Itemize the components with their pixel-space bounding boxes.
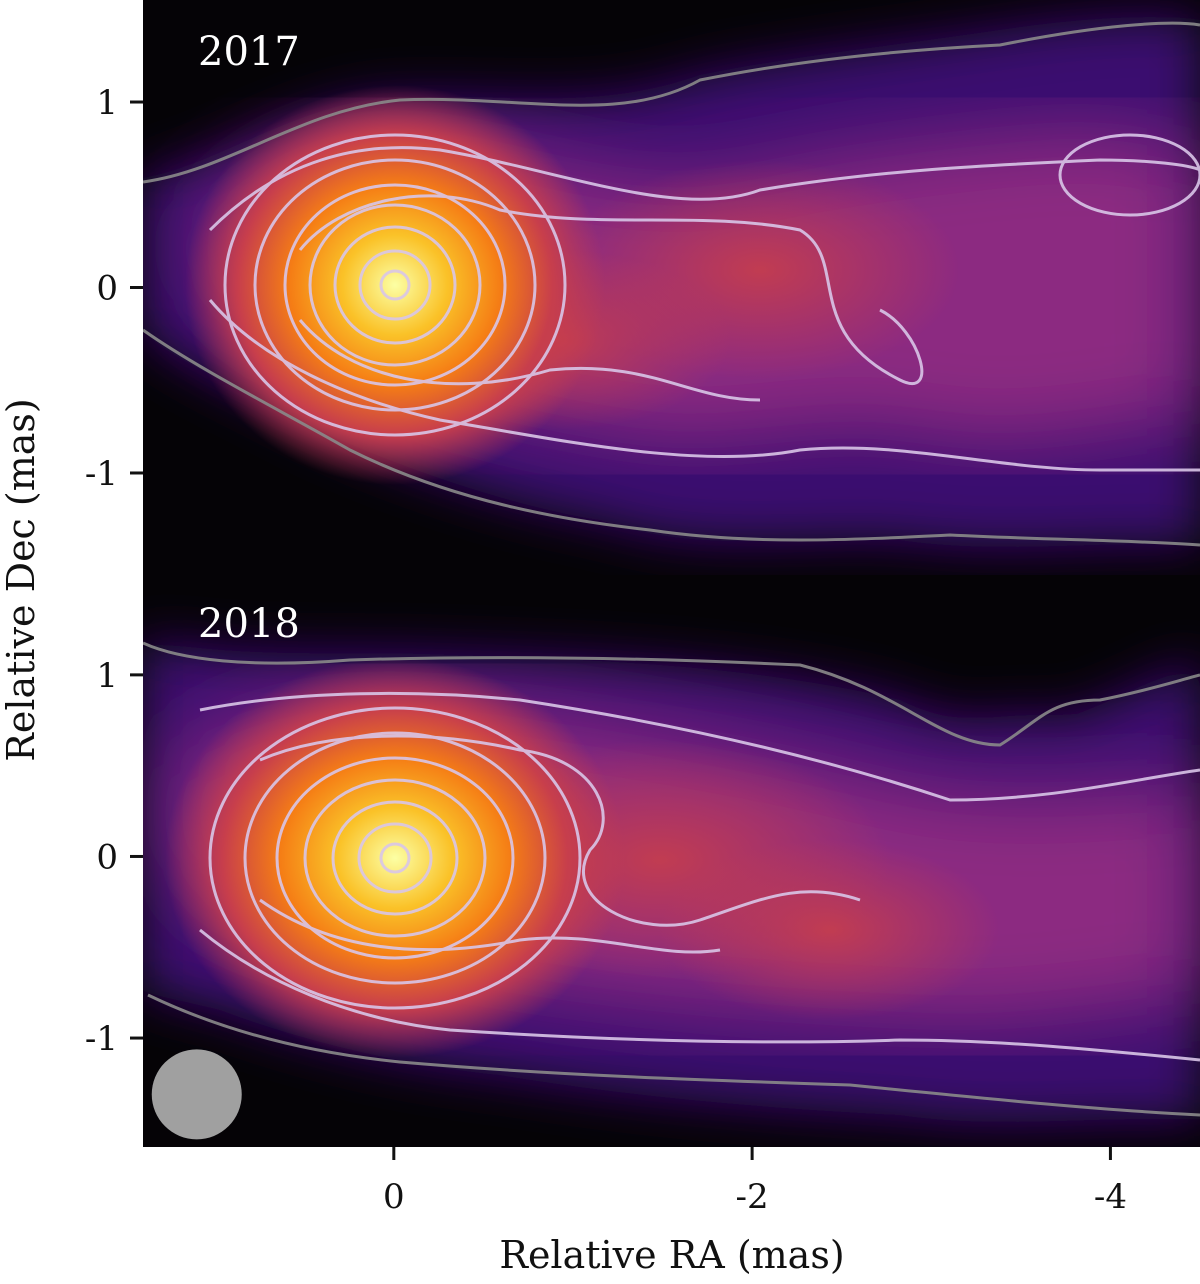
contour-2018-ring-1	[208, 706, 582, 1010]
contour-2017-mid	[208, 146, 1200, 472]
epoch-label-2018: 2018	[198, 601, 300, 647]
y-axis-ticks: 1 0 -1 1 0 -1	[85, 83, 143, 1059]
contours-2017	[143, 21, 1200, 547]
contour-2017-ring-1	[223, 133, 567, 437]
x-tick-label: -4	[1094, 1177, 1127, 1217]
contour-2018-ring-5	[331, 800, 459, 916]
jet-knot-2018-b	[660, 840, 1000, 1020]
core-glow-2017	[185, 85, 605, 485]
contour-2017-ring-7	[379, 269, 411, 301]
contour-2017-outer	[143, 21, 1200, 547]
epoch-label-2017: 2017	[198, 29, 300, 75]
contour-2017-knot	[1058, 133, 1200, 217]
x-tick-label: -2	[736, 1177, 769, 1217]
contour-2017-ring-3	[283, 183, 507, 387]
y-axis-title: Relative Dec (mas)	[0, 398, 43, 762]
panel-2018-emission	[143, 640, 1200, 1122]
contours-2018	[143, 641, 1200, 1117]
y-tick-label: -1	[85, 1019, 118, 1059]
contour-2017-ring-2	[253, 158, 537, 412]
contour-2018-ring-3	[275, 756, 515, 960]
contour-2017-ring-4	[308, 203, 482, 367]
contour-2018-ring-4	[303, 778, 487, 938]
contour-2018-outer	[143, 641, 1200, 1117]
x-axis-ticks: 0 -2 -4	[383, 1147, 1127, 1217]
contour-2017-ring-5	[333, 225, 457, 345]
contour-2018-ring-7	[379, 842, 411, 874]
contour-2018-inner	[259, 734, 861, 954]
contour-2017-ring-6	[358, 249, 432, 321]
x-axis-title: Relative RA (mas)	[499, 1233, 844, 1277]
contour-2018-ring-2	[243, 731, 547, 985]
contour-2017-inner	[298, 194, 924, 402]
y-tick-label: -1	[85, 454, 118, 494]
y-tick-label: 1	[96, 83, 118, 123]
panel-2017-emission	[143, 17, 1200, 547]
contour-2018-ring-6	[357, 822, 433, 894]
beam-ellipse	[151, 1049, 242, 1140]
x-tick-label: 0	[383, 1177, 405, 1217]
y-tick-label: 1	[96, 656, 118, 696]
y-tick-label: 0	[96, 837, 118, 877]
contour-2018-mid	[199, 691, 1200, 1062]
core-glow-2018	[165, 658, 625, 1058]
y-tick-label: 0	[96, 269, 118, 309]
